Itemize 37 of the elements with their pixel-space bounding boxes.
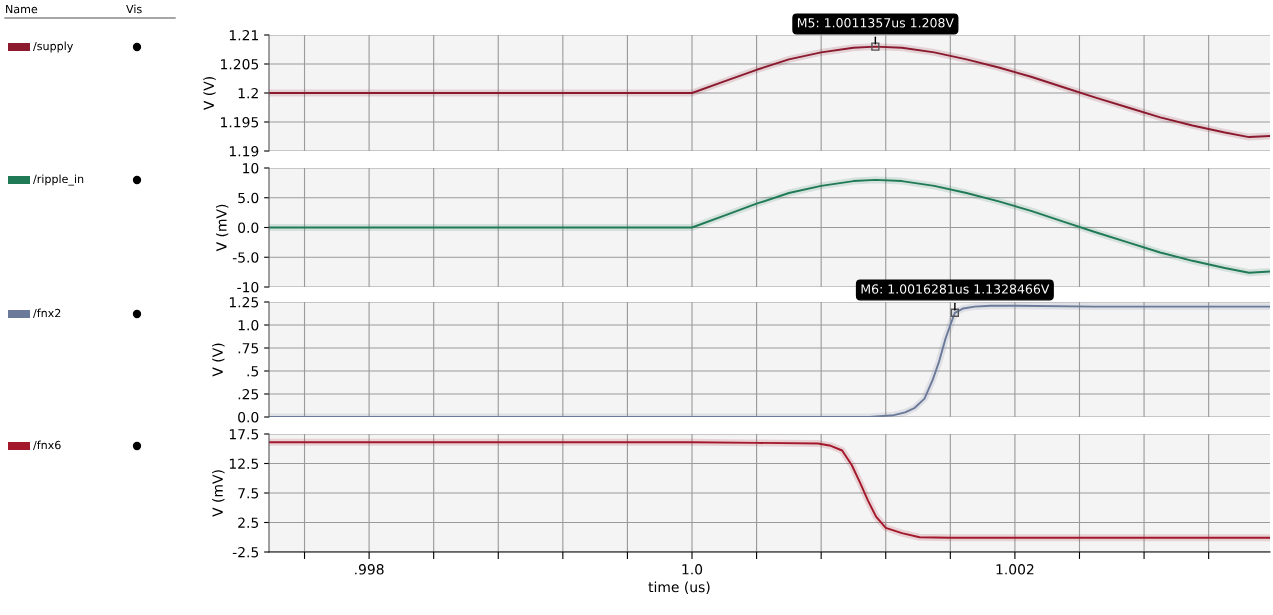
y-tick-label: 1.195 (221, 116, 259, 128)
y-tick-label: 10 (243, 162, 259, 174)
y-tick-label: 1.19 (229, 145, 259, 157)
y-tick-label: 1.0 (238, 319, 259, 331)
y-tick-label: .5 (247, 366, 259, 377)
y-tick-label: 5.0 (238, 192, 259, 204)
y-axis-title: V (mV) (215, 204, 229, 252)
y-tick-label: 17.5 (229, 429, 259, 440)
y-tick-label: 7.5 (238, 488, 259, 499)
y-tick-label: 2.5 (238, 517, 259, 528)
y-tick-label: 1.2 (238, 87, 258, 99)
legend-label: /fnx6 (33, 440, 61, 451)
y-tick-label: 0.0 (238, 222, 259, 233)
x-tick-label: 1.002 (996, 564, 1034, 575)
legend-label: /ripple_in (33, 174, 84, 186)
y-tick-label: 1.25 (229, 296, 259, 308)
y-tick-label: 1.21 (229, 29, 258, 41)
x-tick-label: .998 (355, 564, 384, 575)
y-tick-label: 12.5 (229, 458, 259, 469)
y-tick-label: 1.205 (221, 58, 259, 70)
y-axis-title: V (mV) (212, 470, 225, 517)
annotation: M6: 1.0016281us 1.1328466V (861, 284, 1050, 294)
y-tick-label: -10 (237, 281, 259, 293)
text: Name (6, 4, 38, 14)
y-axis-title: V (V) (203, 77, 216, 111)
y-tick-label: .75 (238, 343, 259, 354)
y-tick-label: .25 (238, 388, 259, 400)
y-tick-label: -2.5 (232, 546, 259, 558)
y-tick-label: 0.0 (238, 411, 259, 423)
x-axis-title: time (us) (648, 581, 710, 594)
annotation: M5: 1.0011357us 1.208V (797, 18, 954, 28)
legend-label: /supply (33, 41, 74, 53)
text: Vis (126, 4, 142, 14)
y-tick-label: -5.0 (232, 252, 259, 263)
legend-label: /fnx2 (33, 308, 61, 319)
y-axis-title: V (V) (212, 343, 225, 377)
x-tick-label: 1.0 (682, 564, 703, 575)
